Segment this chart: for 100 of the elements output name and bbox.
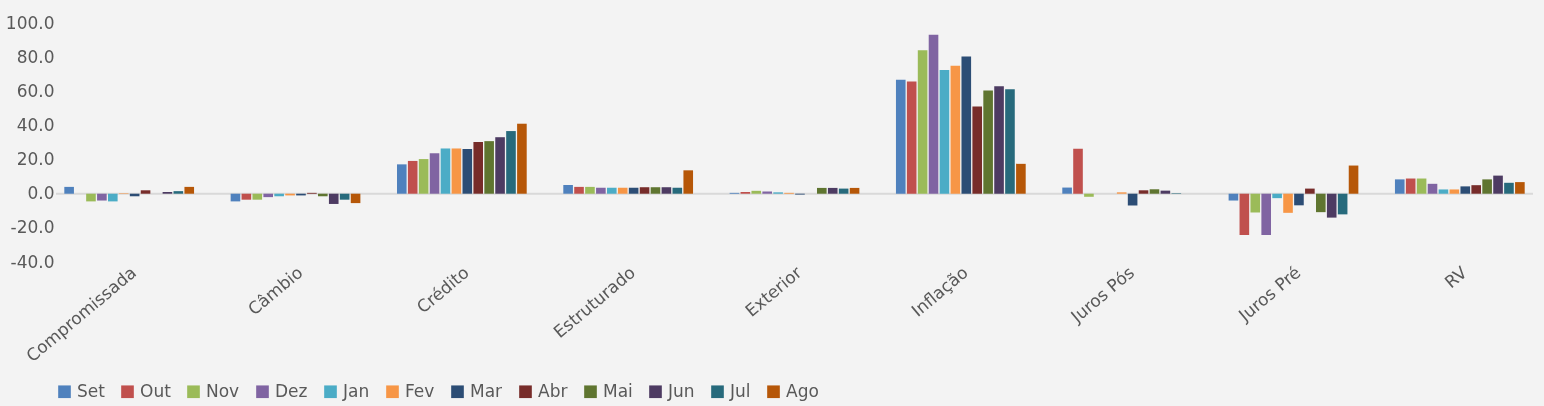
bar [97,193,107,201]
bar [1427,183,1438,194]
y-tick-label: 0.0 [27,183,55,204]
bar [184,186,195,194]
y-tick-label: 60.0 [16,80,55,101]
bar [1482,179,1492,194]
bar [1471,185,1481,194]
bar [1272,193,1282,199]
bar [263,193,274,198]
bar [517,123,527,194]
bar [1283,193,1293,213]
bar [1261,193,1271,236]
bar [64,186,74,194]
bar [328,193,339,204]
bar [484,141,494,194]
bar [1348,165,1359,194]
bar [506,131,516,194]
legend-label: Set [77,380,106,401]
bar [672,187,683,194]
bar [1438,189,1449,194]
bar [994,86,1004,194]
bar [108,193,118,202]
bar [762,191,772,194]
bar [1250,193,1261,213]
bar [1405,178,1416,194]
legend-label: Mai [603,380,633,401]
bar [440,148,451,194]
bar [1138,190,1149,194]
legend-label: Fev [405,380,435,401]
bar [650,187,661,194]
y-tick-label: 100.0 [5,12,55,33]
bar [1449,189,1460,194]
bar [628,187,639,194]
bar [683,170,694,194]
bar [396,164,407,194]
bar [661,187,672,194]
bar [563,185,573,194]
bar [596,187,606,194]
bar [849,187,860,194]
bar [817,187,827,194]
bar [1160,190,1171,194]
bar [1504,182,1514,194]
bar [1294,193,1304,206]
bar [606,187,617,194]
bar [1149,189,1160,194]
y-tick-label: 40.0 [16,114,55,135]
bar [429,153,440,194]
bar [451,148,462,194]
bar [1394,179,1405,194]
bar [1326,193,1337,218]
bar [639,187,650,194]
bar [86,193,96,202]
bar [407,160,418,194]
legend-label: Dez [275,380,308,401]
bar [928,34,939,194]
legend-label: Nov [206,380,240,401]
bar [1016,163,1026,194]
bar [1337,193,1348,215]
bar [972,106,983,194]
legend-label: Jan [342,380,370,401]
bar [1084,193,1094,197]
y-tick-label: -40.0 [10,251,55,272]
bar [1305,188,1315,194]
bar [939,69,950,194]
legend-label: Jun [667,380,695,401]
bar [1515,182,1525,194]
bar [140,190,151,194]
bar [950,65,961,194]
bar [961,56,972,194]
bar [1005,89,1015,194]
x-tick-label: RV [1440,261,1472,292]
bar [418,159,429,194]
legend-label: Ago [786,380,819,401]
bar [252,193,263,200]
bar [617,187,628,194]
y-tick-label: 20.0 [16,149,55,170]
y-tick-label: -20.0 [10,217,55,238]
bar [827,187,838,194]
bar [1460,186,1471,194]
bar [1315,193,1326,213]
legend-label: Jul [729,380,751,401]
bar [473,141,484,194]
bar [906,81,917,194]
bar [895,79,906,194]
legend-label: Mar [470,380,503,401]
legend-label: Abr [538,380,568,401]
bar [1416,178,1427,194]
bar [1493,175,1503,194]
bar [1239,193,1250,236]
bar [574,186,584,194]
bar [1062,187,1072,194]
y-tick-label: 80.0 [16,46,55,67]
bar [173,191,184,194]
bar [1228,193,1239,201]
bar [1073,148,1083,194]
bar [350,193,361,204]
bar [917,50,928,194]
bar [462,148,473,194]
bar [339,193,350,200]
bar [838,188,849,194]
